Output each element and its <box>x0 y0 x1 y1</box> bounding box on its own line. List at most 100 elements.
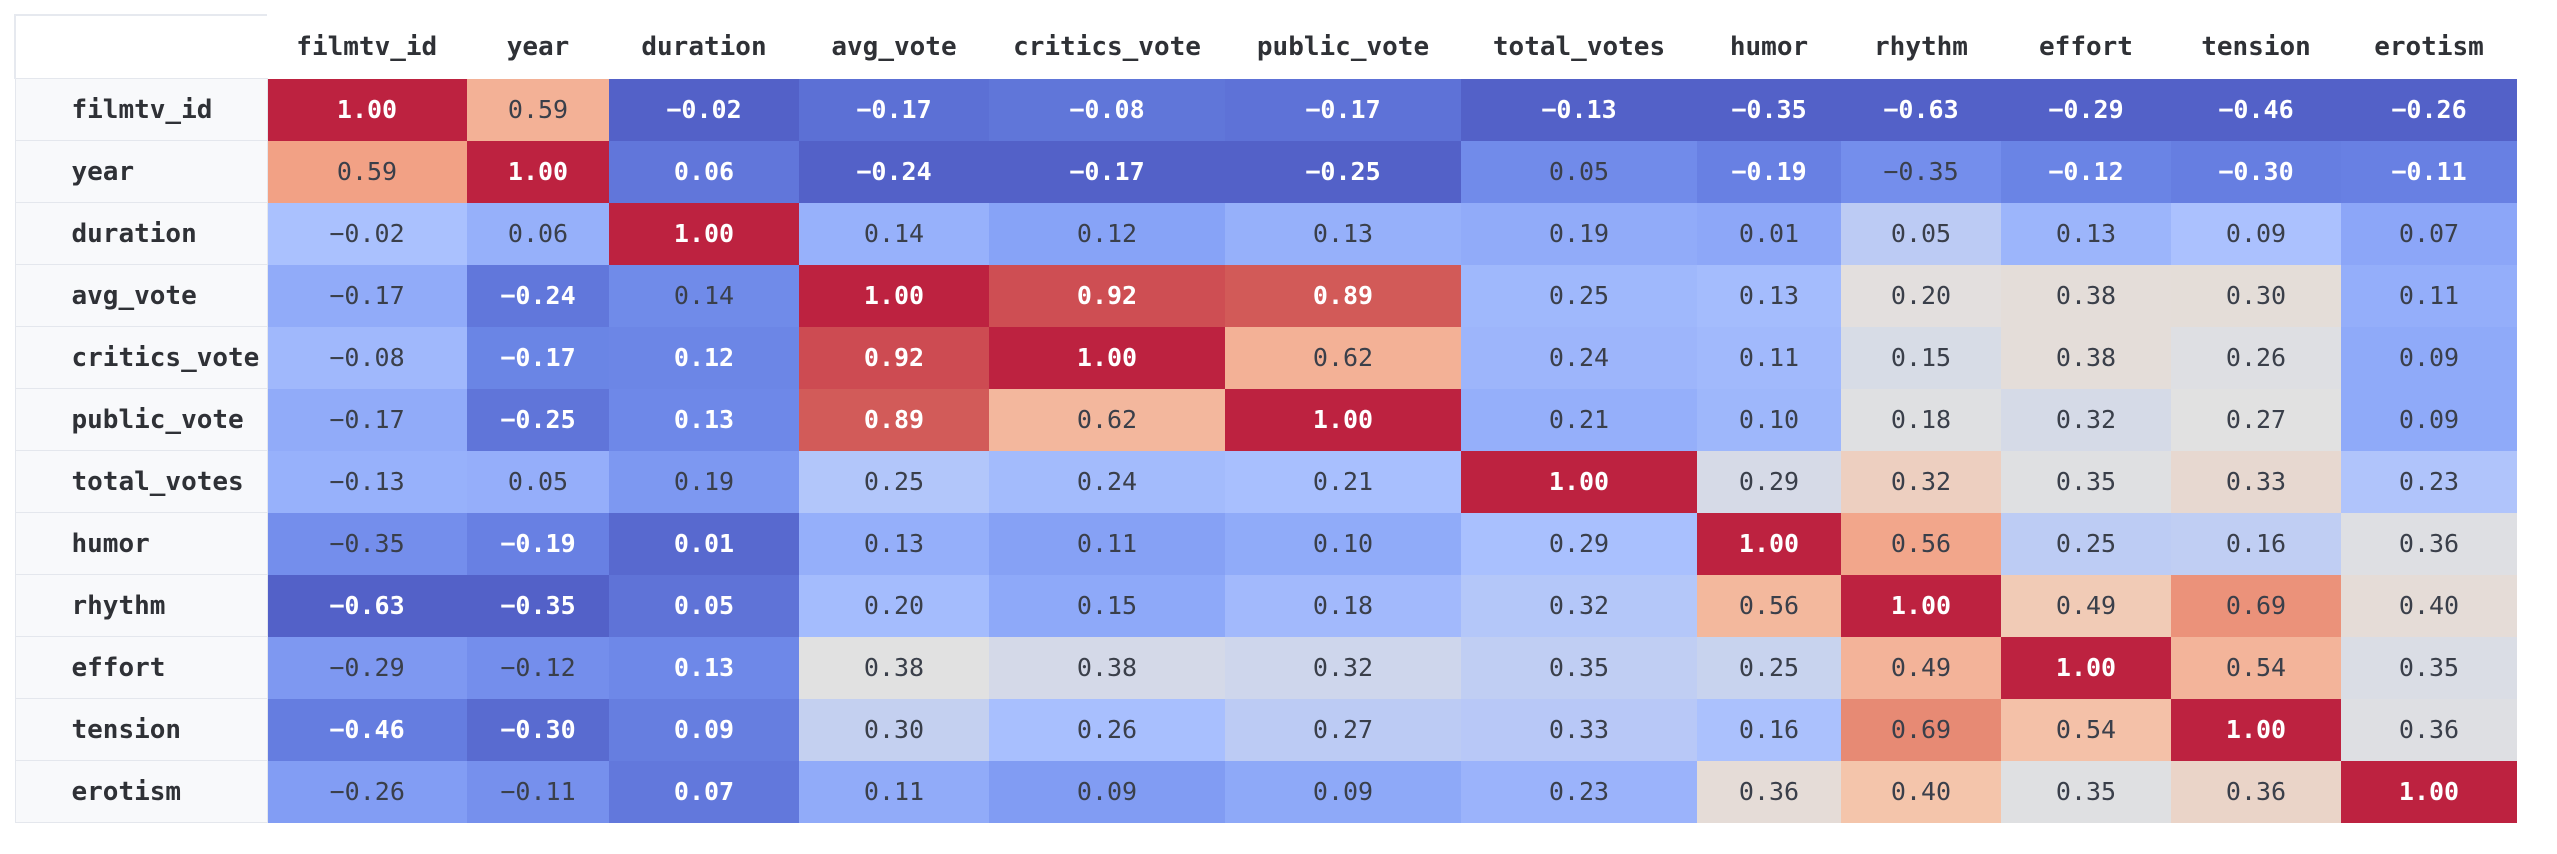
cell-tension-avg-vote: 0.30 <box>799 698 989 761</box>
column-header-effort: effort <box>2001 15 2171 79</box>
cell-humor-avg-vote: 0.13 <box>799 512 989 575</box>
table-row-avg-vote: avg_vote −0.17 −0.24 0.14 1.00 0.92 0.89 0.25 0.… <box>14 264 2517 327</box>
cell-effort-year: −0.12 <box>467 636 609 699</box>
cell-humor-rhythm: 0.56 <box>1841 512 2001 575</box>
cell-avg-vote-year: −0.24 <box>467 264 609 327</box>
cell-year-filmtv-id: 0.59 <box>267 140 467 203</box>
cell-year-duration: 0.06 <box>609 140 799 203</box>
cell-filmtv-id-humor: −0.35 <box>1697 78 1841 141</box>
cell-rhythm-public-vote: 0.18 <box>1225 574 1461 637</box>
cell-avg-vote-public-vote: 0.89 <box>1225 264 1461 327</box>
row-header-tension: tension <box>14 698 268 761</box>
cell-effort-critics-vote: 0.38 <box>989 636 1225 699</box>
table-row-humor: humor −0.35 −0.19 0.01 0.13 0.11 0.10 0.29 1.00 0… <box>14 512 2517 575</box>
corner-cell <box>14 14 267 79</box>
cell-filmtv-id-public-vote: −0.17 <box>1225 78 1461 141</box>
table-row-tension: tension −0.46 −0.30 0.09 0.30 0.26 0.27 0.33 0.1… <box>14 698 2517 761</box>
column-header-year: year <box>467 15 609 79</box>
cell-critics-vote-filmtv-id: −0.08 <box>267 326 467 389</box>
cell-tension-duration: 0.09 <box>609 698 799 761</box>
cell-year-critics-vote: −0.17 <box>989 140 1225 203</box>
cell-total-votes-critics-vote: 0.24 <box>989 450 1225 513</box>
row-header-effort: effort <box>14 636 268 699</box>
cell-year-rhythm: −0.35 <box>1841 140 2001 203</box>
cell-humor-effort: 0.25 <box>2001 512 2171 575</box>
cell-rhythm-critics-vote: 0.15 <box>989 574 1225 637</box>
cell-tension-critics-vote: 0.26 <box>989 698 1225 761</box>
cell-avg-vote-total-votes: 0.25 <box>1461 264 1697 327</box>
column-header-tension: tension <box>2171 15 2341 79</box>
column-header-total-votes: total_votes <box>1461 15 1697 79</box>
cell-rhythm-rhythm: 1.00 <box>1841 574 2001 637</box>
cell-avg-vote-duration: 0.14 <box>609 264 799 327</box>
cell-total-votes-erotism: 0.23 <box>2341 450 2517 513</box>
cell-year-year: 1.00 <box>467 140 609 203</box>
cell-duration-duration: 1.00 <box>609 202 799 265</box>
table-row-effort: effort −0.29 −0.12 0.13 0.38 0.38 0.32 0.35 0.25… <box>14 636 2517 699</box>
cell-humor-duration: 0.01 <box>609 512 799 575</box>
cell-public-vote-year: −0.25 <box>467 388 609 451</box>
cell-filmtv-id-critics-vote: −0.08 <box>989 78 1225 141</box>
cell-duration-year: 0.06 <box>467 202 609 265</box>
cell-erotism-total-votes: 0.23 <box>1461 760 1697 823</box>
cell-humor-critics-vote: 0.11 <box>989 512 1225 575</box>
cell-erotism-effort: 0.35 <box>2001 760 2171 823</box>
cell-filmtv-id-tension: −0.46 <box>2171 78 2341 141</box>
cell-year-total-votes: 0.05 <box>1461 140 1697 203</box>
cell-effort-avg-vote: 0.38 <box>799 636 989 699</box>
cell-total-votes-tension: 0.33 <box>2171 450 2341 513</box>
cell-erotism-erotism: 1.00 <box>2341 760 2517 823</box>
cell-duration-avg-vote: 0.14 <box>799 202 989 265</box>
column-header-duration: duration <box>609 15 799 79</box>
row-header-year: year <box>14 140 268 203</box>
cell-effort-total-votes: 0.35 <box>1461 636 1697 699</box>
cell-critics-vote-tension: 0.26 <box>2171 326 2341 389</box>
cell-public-vote-humor: 0.10 <box>1697 388 1841 451</box>
cell-erotism-year: −0.11 <box>467 760 609 823</box>
cell-erotism-humor: 0.36 <box>1697 760 1841 823</box>
cell-critics-vote-rhythm: 0.15 <box>1841 326 2001 389</box>
column-header-humor: humor <box>1697 15 1841 79</box>
cell-critics-vote-total-votes: 0.24 <box>1461 326 1697 389</box>
table-row-erotism: erotism −0.26 −0.11 0.07 0.11 0.09 0.09 0.23 0.3… <box>14 760 2517 823</box>
cell-duration-rhythm: 0.05 <box>1841 202 2001 265</box>
cell-critics-vote-humor: 0.11 <box>1697 326 1841 389</box>
column-header-critics-vote: critics_vote <box>989 15 1225 79</box>
cell-filmtv-id-year: 0.59 <box>467 78 609 141</box>
cell-filmtv-id-erotism: −0.26 <box>2341 78 2517 141</box>
cell-humor-erotism: 0.36 <box>2341 512 2517 575</box>
row-header-filmtv-id: filmtv_id <box>14 78 268 141</box>
cell-year-erotism: −0.11 <box>2341 140 2517 203</box>
row-header-duration: duration <box>14 202 268 265</box>
row-header-rhythm: rhythm <box>14 574 268 637</box>
cell-public-vote-total-votes: 0.21 <box>1461 388 1697 451</box>
cell-effort-effort: 1.00 <box>2001 636 2171 699</box>
cell-effort-humor: 0.25 <box>1697 636 1841 699</box>
cell-rhythm-filmtv-id: −0.63 <box>267 574 467 637</box>
cell-erotism-tension: 0.36 <box>2171 760 2341 823</box>
cell-filmtv-id-filmtv-id: 1.00 <box>267 78 467 141</box>
column-header-avg-vote: avg_vote <box>799 15 989 79</box>
cell-rhythm-erotism: 0.40 <box>2341 574 2517 637</box>
cell-humor-filmtv-id: −0.35 <box>267 512 467 575</box>
cell-avg-vote-critics-vote: 0.92 <box>989 264 1225 327</box>
row-header-public-vote: public_vote <box>14 388 268 451</box>
cell-effort-rhythm: 0.49 <box>1841 636 2001 699</box>
correlation-rows: filmtv_id 1.00 0.59 −0.02 −0.17 −0.08 −0.17 −0.… <box>14 78 2517 823</box>
cell-rhythm-tension: 0.69 <box>2171 574 2341 637</box>
row-header-humor: humor <box>14 512 268 575</box>
cell-year-effort: −0.12 <box>2001 140 2171 203</box>
cell-total-votes-total-votes: 1.00 <box>1461 450 1697 513</box>
cell-humor-humor: 1.00 <box>1697 512 1841 575</box>
cell-filmtv-id-effort: −0.29 <box>2001 78 2171 141</box>
cell-duration-effort: 0.13 <box>2001 202 2171 265</box>
correlation-table-container: filmtv_id year duration avg_vote critics_vot… <box>14 14 2518 823</box>
column-header-row: filmtv_id year duration avg_vote critics_vot… <box>14 14 2517 79</box>
cell-critics-vote-duration: 0.12 <box>609 326 799 389</box>
cell-year-tension: −0.30 <box>2171 140 2341 203</box>
cell-erotism-avg-vote: 0.11 <box>799 760 989 823</box>
cell-duration-tension: 0.09 <box>2171 202 2341 265</box>
cell-public-vote-effort: 0.32 <box>2001 388 2171 451</box>
cell-year-public-vote: −0.25 <box>1225 140 1461 203</box>
cell-rhythm-year: −0.35 <box>467 574 609 637</box>
